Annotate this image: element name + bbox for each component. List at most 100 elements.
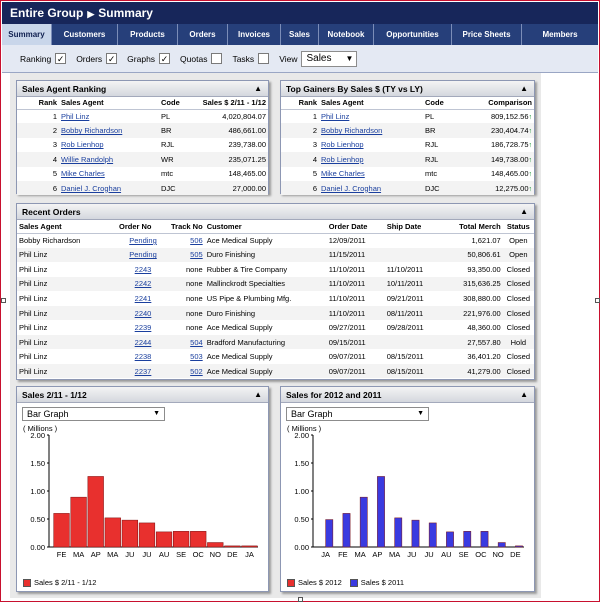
y-tick-label: 0.50 xyxy=(30,515,45,524)
chevron-down-icon: ▼ xyxy=(153,410,160,417)
col-order-no: Order No xyxy=(117,220,169,234)
order-link[interactable]: 2238 xyxy=(134,352,152,362)
ranking-option: Ranking ✓ xyxy=(20,53,67,64)
resize-handle[interactable] xyxy=(1,298,6,303)
tab-opportunities[interactable]: Opportunities xyxy=(374,24,452,45)
agent-link[interactable]: Willie Randolph xyxy=(61,154,114,164)
graph-type-select[interactable]: Bar Graph ▼ xyxy=(22,407,165,421)
x-tick-label: MA xyxy=(355,550,366,559)
table-row: Phil Linz 2238 503 Ace Medical Supply 09/07/… xyxy=(19,352,531,362)
legend-item: Sales $ 2/11 - 1/12 xyxy=(23,578,96,587)
legend-swatch xyxy=(349,578,358,587)
window-title: Entire Group xyxy=(10,6,84,20)
bar xyxy=(394,517,403,548)
tab-price-sheets[interactable]: Price Sheets xyxy=(452,24,522,45)
agent-link[interactable]: Mike Charles xyxy=(321,169,365,179)
order-link[interactable]: 2237 xyxy=(134,366,152,376)
bar xyxy=(155,531,173,548)
graph-type-select[interactable]: Bar Graph ▼ xyxy=(286,407,429,421)
agent-link[interactable]: Rob Lienhop xyxy=(321,154,364,164)
table-row: 5 Mike Charles mtc 148,465.00 xyxy=(52,169,266,179)
bar xyxy=(342,513,351,548)
track-link[interactable]: 506 xyxy=(190,236,203,246)
agent-link[interactable]: Daniel J. Croghan xyxy=(61,183,122,193)
y-tick-label: 1.00 xyxy=(294,487,309,496)
x-tick-label: MA xyxy=(389,550,400,559)
quotas-label: Quotas xyxy=(180,53,208,64)
col-customer: Customer xyxy=(204,220,327,234)
agent-link[interactable]: Daniel J. Croghan xyxy=(321,183,382,193)
panel-header: Recent Orders ▲ xyxy=(17,204,534,220)
order-link[interactable]: 2242 xyxy=(134,279,152,289)
table-row: 4 Rob Lienhop RJL 149,738.00↑ xyxy=(281,152,534,167)
x-tick-label: SE xyxy=(176,550,186,559)
resize-handle[interactable] xyxy=(595,298,600,303)
y-axis-label: ( Millions ) xyxy=(287,424,322,433)
panel-title: Sales Agent Ranking xyxy=(22,84,107,94)
col-code: Code xyxy=(423,97,465,110)
track-link[interactable]: 503 xyxy=(190,352,203,362)
table-row: 2 Bobby Richardson BR 486,661.00 xyxy=(17,123,268,138)
x-tick-label: JU xyxy=(125,550,134,559)
quotas-checkbox[interactable] xyxy=(211,53,223,64)
order-link[interactable]: 2240 xyxy=(134,308,152,318)
agent-link[interactable]: Rob Lienhop xyxy=(61,140,104,150)
ranking-checkbox[interactable]: ✓ xyxy=(55,53,67,64)
tab-customers[interactable]: Customers xyxy=(52,24,118,45)
collapse-arrow-icon[interactable]: ▲ xyxy=(520,390,528,399)
bar xyxy=(207,542,224,548)
x-tick-label: AP xyxy=(372,550,382,559)
graphs-checkbox[interactable]: ✓ xyxy=(159,53,171,64)
order-link[interactable]: Pending xyxy=(129,236,157,246)
order-link[interactable]: 2241 xyxy=(134,293,152,303)
tab-orders[interactable]: Orders xyxy=(178,24,228,45)
tab-products[interactable]: Products xyxy=(118,24,178,45)
y-tick-label: 2.00 xyxy=(30,431,45,440)
ranking-label: Ranking xyxy=(20,53,52,64)
x-tick-label: DE xyxy=(227,550,237,559)
bar xyxy=(480,531,489,548)
up-arrow-icon: ↑ xyxy=(528,156,533,164)
collapse-arrow-icon[interactable]: ▲ xyxy=(520,84,528,93)
x-tick-label: DE xyxy=(510,550,520,559)
agent-link[interactable]: Phil Linz xyxy=(61,111,90,121)
order-link[interactable]: 2244 xyxy=(134,337,152,347)
order-link[interactable]: Pending xyxy=(129,250,157,260)
agent-link[interactable]: Rob Lienhop xyxy=(321,140,364,150)
track-link[interactable]: 504 xyxy=(190,337,203,347)
agent-link[interactable]: Phil Linz xyxy=(321,111,350,121)
tab-notebook[interactable]: Notebook xyxy=(319,24,374,45)
x-tick-label: MA xyxy=(107,550,118,559)
table-row: Phil Linz 2242 none Mallinckrodt Specialtie… xyxy=(17,276,534,292)
tasks-checkbox[interactable] xyxy=(258,53,270,64)
panel-header: Top Gainers By Sales $ (TY vs LY) ▲ xyxy=(281,81,534,97)
table-row: Phil Linz 2244 504 Bradford Manufacturing 09… xyxy=(17,334,534,350)
bar xyxy=(497,542,506,548)
order-link[interactable]: 2239 xyxy=(134,323,152,333)
resize-handle[interactable] xyxy=(298,597,303,602)
tab-summary[interactable]: Summary xyxy=(2,24,52,45)
view-select[interactable]: Sales ▼ xyxy=(301,50,358,67)
collapse-arrow-icon[interactable]: ▲ xyxy=(254,84,262,93)
x-tick-label: AU xyxy=(159,550,169,559)
orders-checkbox[interactable]: ✓ xyxy=(106,53,118,64)
table-row: 3 Rob Lienhop RJL 239,738.00 xyxy=(52,140,266,150)
collapse-arrow-icon[interactable]: ▲ xyxy=(254,390,262,399)
tab-invoices[interactable]: Invoices xyxy=(228,24,281,45)
graphs-option: Graphs ✓ xyxy=(127,53,171,64)
order-link[interactable]: 2243 xyxy=(134,264,152,274)
collapse-arrow-icon[interactable]: ▲ xyxy=(520,207,528,216)
agent-link[interactable]: Bobby Richardson xyxy=(321,126,383,136)
x-tick-label: SE xyxy=(459,550,469,559)
tab-sales[interactable]: Sales xyxy=(281,24,319,45)
agent-link[interactable]: Mike Charles xyxy=(61,169,105,179)
track-link[interactable]: 505 xyxy=(190,250,203,260)
table-row: Phil Linz 2243 none Rubber & Tire Company 11… xyxy=(19,264,531,274)
col-sales: Sales $ 2/11 - 1/12 xyxy=(199,97,268,110)
y-tick-label: 1.00 xyxy=(30,487,45,496)
bar xyxy=(463,531,472,548)
agent-link[interactable]: Bobby Richardson xyxy=(61,126,123,136)
track-link[interactable]: 502 xyxy=(190,366,203,376)
tab-members[interactable]: Members xyxy=(542,30,578,39)
chevron-down-icon: ▼ xyxy=(417,410,424,417)
